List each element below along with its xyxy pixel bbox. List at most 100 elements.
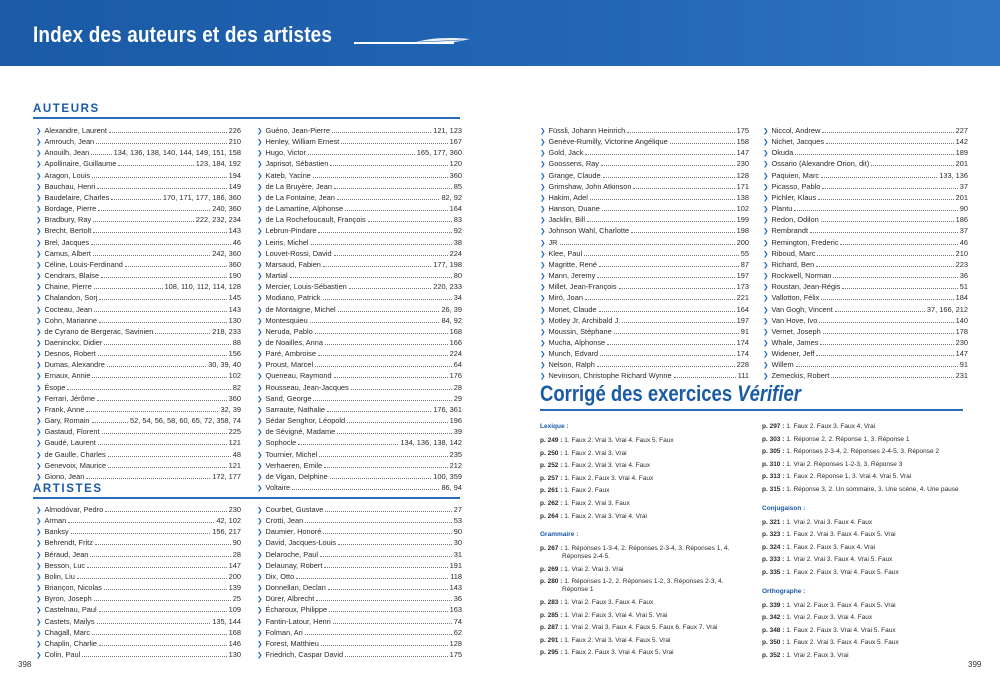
chevron-right-icon: ❯ (36, 406, 42, 414)
index-entry: ❯ Byron, Joseph 25 (36, 594, 241, 605)
dot-leader (322, 293, 452, 301)
index-entry: ❯ Redon, Odilon 186 (763, 215, 968, 226)
entry-pages: 235 (449, 449, 462, 459)
dot-leader (330, 159, 448, 167)
chevron-right-icon: ❯ (36, 150, 42, 158)
entry-pages: 200 (736, 237, 749, 247)
entry-pages: 90 (232, 538, 241, 548)
entry-name: Martial (265, 271, 288, 281)
dot-leader (816, 260, 954, 267)
index-entry: ❯ Ésope 82 (36, 383, 241, 394)
entry-pages: 210 (228, 137, 241, 147)
entry-name: Niccol, Andrew (771, 126, 821, 135)
index-entry: ❯ Aragon, Louis 194 (36, 171, 241, 182)
dot-leader (818, 193, 954, 200)
dot-leader (298, 438, 399, 446)
dot-leader (337, 427, 452, 435)
index-entry: ❯ Goossens, Ray 230 (540, 159, 749, 170)
entry-name: Béraud, Jean (44, 549, 89, 559)
corrige-page-ref: p. 257 : (540, 474, 563, 482)
dot-leader (816, 349, 954, 357)
index-entry: ❯ Voltaire 86, 94 (257, 483, 462, 494)
entry-name: Céline, Louis-Ferdinand (44, 259, 123, 269)
corrige-column-right: p. 297 : 1. Faux 2. Faux 3. Faux 4. Vrai… (762, 423, 968, 665)
chevron-right-icon: ❯ (257, 607, 263, 615)
index-entry: ❯ Picasso, Pablo 37 (763, 182, 968, 193)
corrige-category: Orthographe : (762, 587, 806, 595)
chevron-right-icon: ❯ (257, 273, 263, 281)
entry-pages: 52, 54, 56, 58, 60, 65, 72, 358, 74 (130, 416, 241, 426)
chevron-right-icon: ❯ (257, 440, 263, 448)
dot-leader (338, 538, 452, 546)
chevron-right-icon: ❯ (763, 284, 769, 292)
dot-leader (90, 550, 231, 557)
index-entry: ❯ Lebrun-Pindare 92 (257, 226, 462, 237)
artistes-column-2: ❯ Courbet, Gustave 27 ❯ Crotti, Jean 53 ❯ Daumi… (257, 505, 462, 661)
entry-name: Écharoux, Philippe (265, 605, 328, 615)
corrige-page-ref: p. 291 : (540, 636, 563, 644)
chevron-right-icon: ❯ (257, 429, 263, 437)
index-entry: ❯ Niccol, Andrew 227 (763, 126, 968, 137)
corrige-item: p. 261 : 1. Faux 2. Faux (540, 487, 748, 495)
entry-pages: 26, 39 (441, 304, 462, 314)
chevron-right-icon: ❯ (36, 339, 42, 347)
index-entry: ❯ Füssli, Johann Heinrich 175 (540, 126, 749, 137)
entry-pages: 90 (453, 527, 462, 537)
corrige-page-ref: p. 252 : (540, 462, 563, 470)
entry-pages: 166 (449, 337, 462, 347)
dot-leader (597, 271, 735, 279)
index-entry: ❯ Leiris, Michel 38 (257, 238, 462, 249)
entry-name: Friedrich, Caspar David (265, 650, 344, 660)
chevron-right-icon: ❯ (36, 462, 42, 470)
auteurs-column-2: ❯ Guéno, Jean-Pierre 121, 123 ❯ Henley, Will… (257, 126, 462, 494)
chevron-right-icon: ❯ (36, 261, 42, 269)
index-entry: ❯ Genève-Rumilly, Victorine Angélique 158 (540, 137, 749, 148)
entry-pages: 121 (228, 438, 241, 448)
entry-pages: 200 (228, 571, 241, 581)
index-entry: ❯ Modiano, Patrick 34 (257, 293, 462, 304)
chevron-right-icon: ❯ (763, 362, 769, 370)
entry-pages: 134, 136, 138, 142 (400, 438, 462, 448)
index-entry: ❯ Besson, Luc 147 (36, 561, 241, 572)
dot-leader (598, 305, 735, 312)
entry-pages: 111 (737, 371, 749, 381)
entry-pages: 201 (955, 159, 968, 169)
index-entry: ❯ Zemeckis, Robert 231 (763, 371, 968, 382)
entry-pages: 90 (959, 204, 968, 214)
entry-pages: 27 (453, 505, 462, 514)
entry-name: de Cyrano de Bergerac, Savinien (44, 326, 154, 336)
dot-leader (633, 182, 735, 189)
chevron-right-icon: ❯ (36, 273, 42, 281)
dot-leader (305, 516, 452, 524)
chevron-right-icon: ❯ (36, 551, 42, 559)
entry-pages: 212 (449, 460, 462, 470)
dot-leader (98, 204, 211, 212)
index-entry: ❯ Mucha, Alphonse 174 (540, 338, 749, 349)
entry-pages: 167 (449, 137, 462, 147)
dot-leader (622, 316, 735, 323)
entry-pages: 240, 360 (212, 204, 241, 214)
dot-leader (795, 148, 954, 156)
entry-name: Desnos, Robert (44, 349, 96, 359)
entry-name: Courbet, Gustave (265, 505, 324, 514)
title-rule (354, 42, 454, 44)
chevron-right-icon: ❯ (36, 239, 42, 247)
chevron-right-icon: ❯ (36, 362, 42, 370)
chevron-right-icon: ❯ (257, 518, 263, 526)
entry-name: Sarraute, Nathalie (265, 404, 326, 414)
index-entry: ❯ Kateb, Yacine 360 (257, 171, 462, 182)
dot-leader (92, 371, 227, 379)
entry-pages: 74 (453, 616, 462, 626)
entry-pages: 130 (228, 650, 241, 660)
entry-name: Castets, Mailys (44, 616, 95, 626)
index-entry: ❯ Richard, Ben 223 (763, 260, 968, 271)
entry-pages: 53 (453, 516, 462, 526)
index-entry: ❯ Ernaux, Annie 102 (36, 371, 241, 382)
chevron-right-icon: ❯ (257, 194, 263, 202)
entry-pages: 91 (740, 326, 749, 336)
dot-leader (98, 605, 227, 613)
dot-leader (93, 215, 194, 223)
chevron-right-icon: ❯ (257, 362, 263, 370)
corrige-answers: 1. Réponses 1-3-4, 2. Réponses 2-3-4, 3.… (562, 545, 730, 561)
chevron-right-icon: ❯ (36, 206, 42, 214)
